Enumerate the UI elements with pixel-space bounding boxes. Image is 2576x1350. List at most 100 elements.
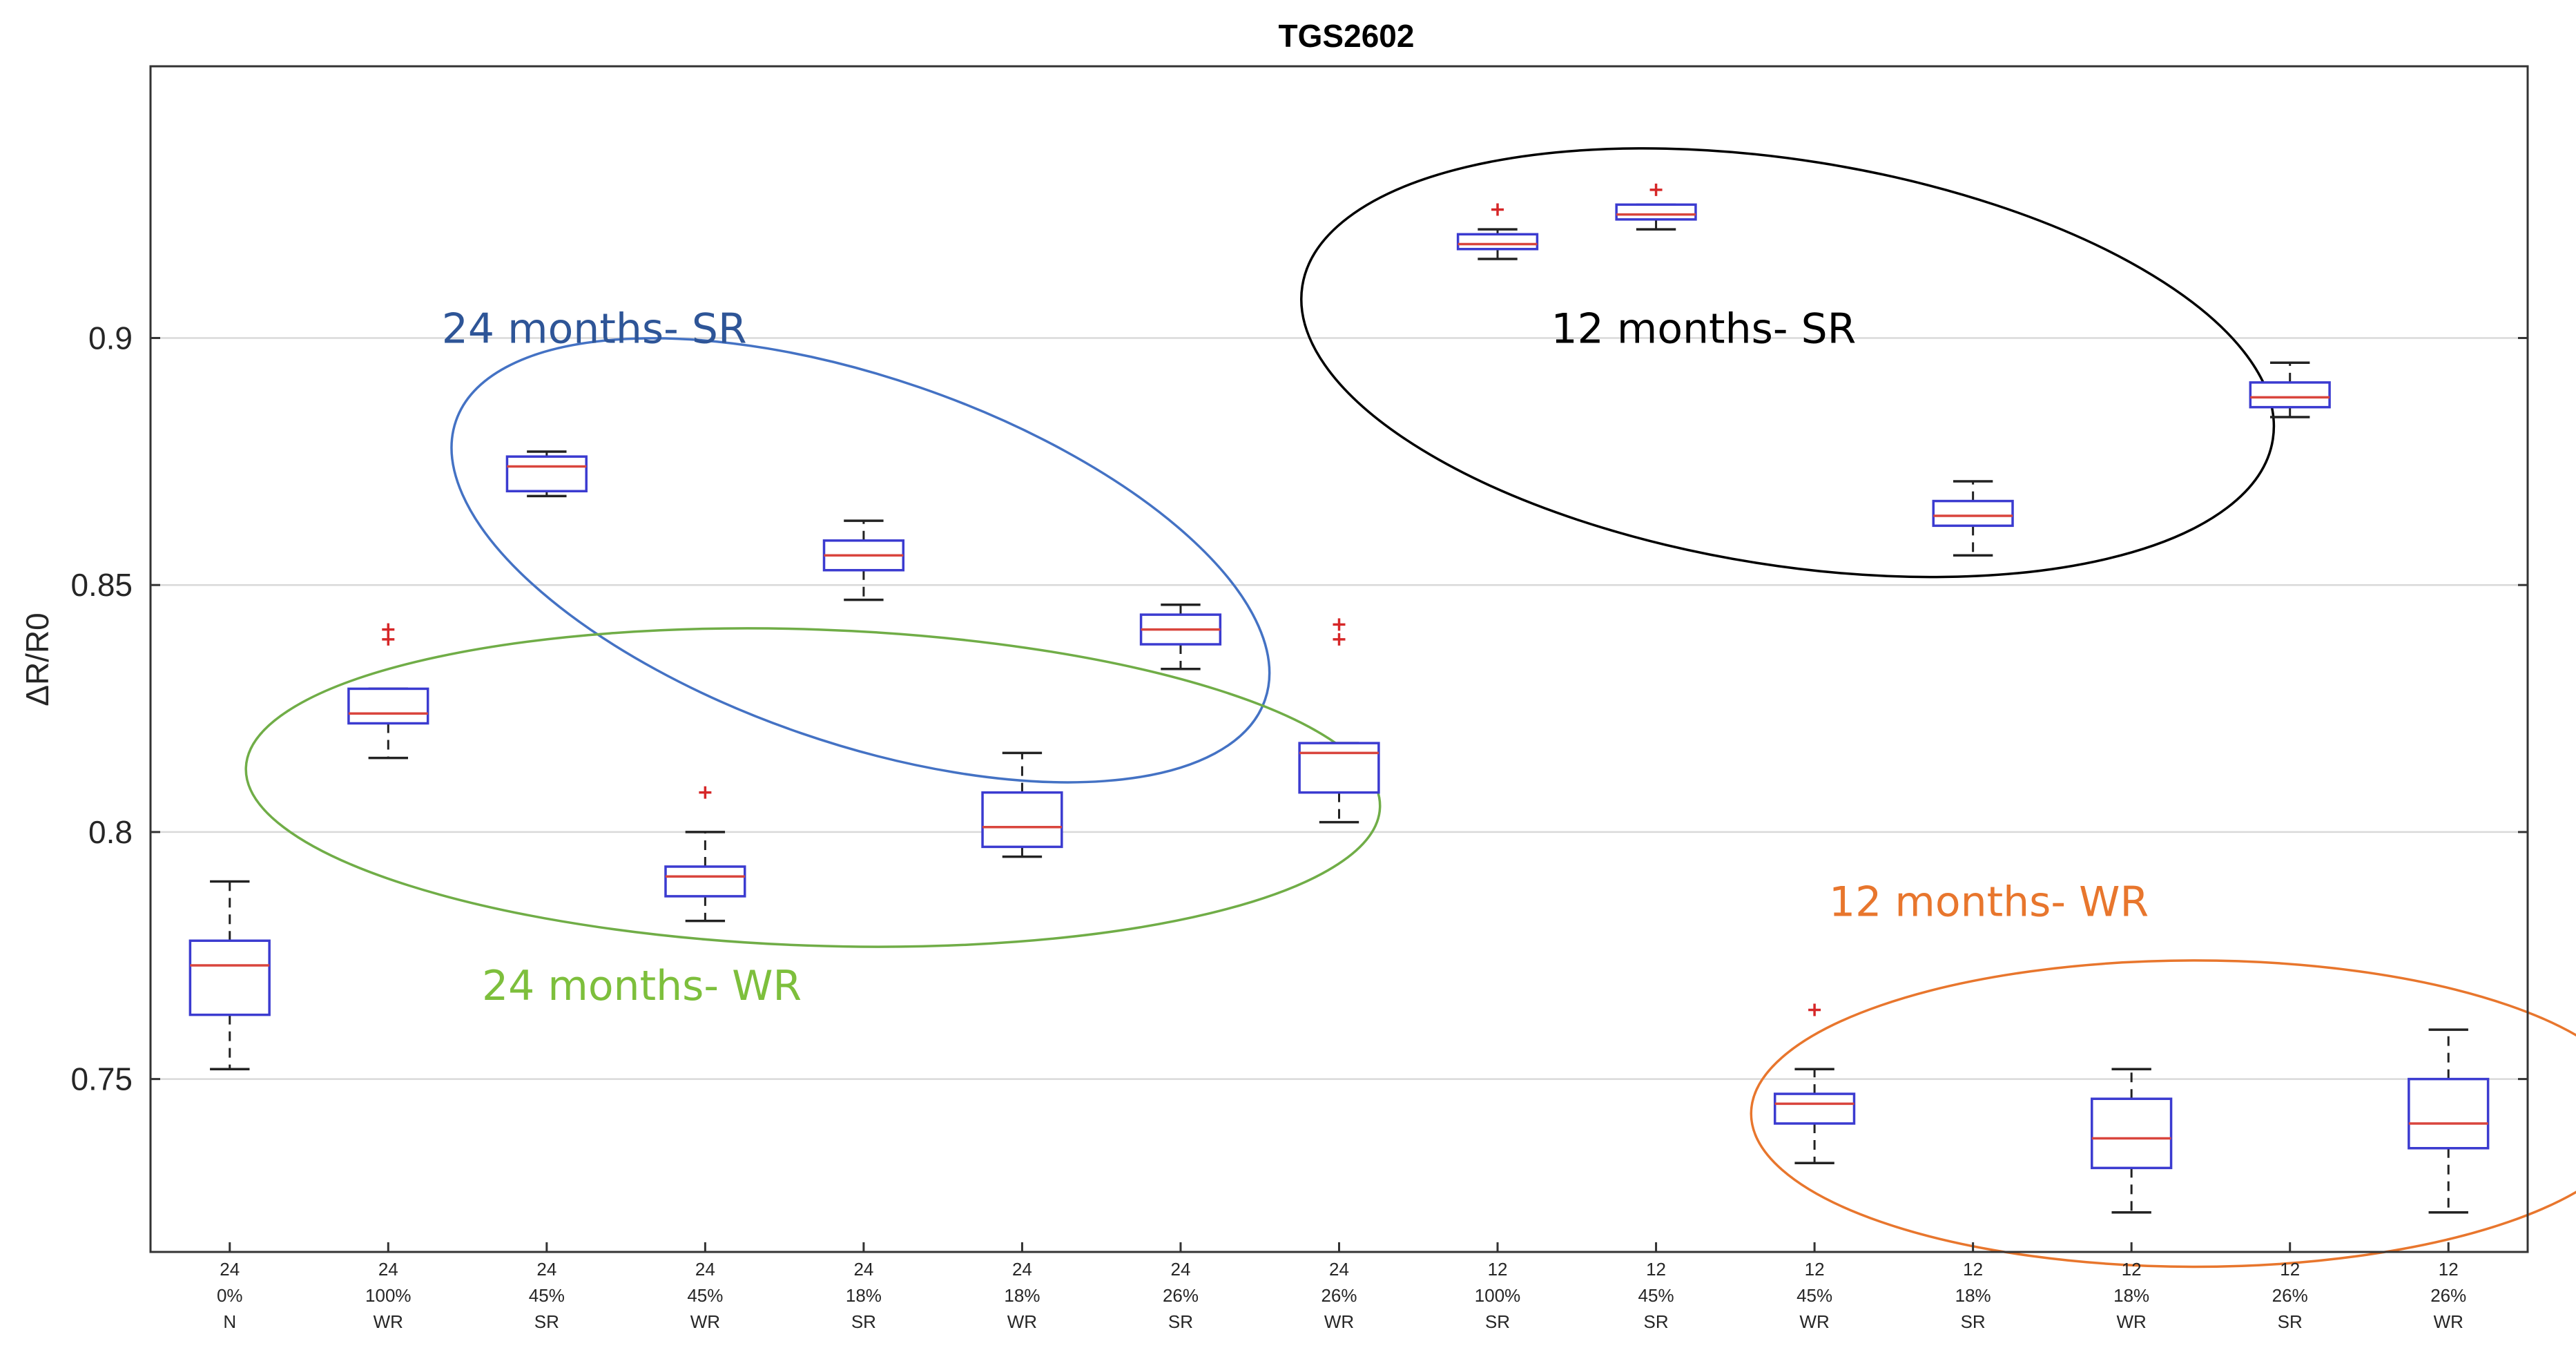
box-plots [188,183,2490,1214]
x-tick-label: 26% [1321,1285,1357,1306]
x-tick-label: 12 [1963,1259,1983,1280]
x-tick-label: WR [1799,1311,1829,1332]
x-tick-label: 100% [365,1285,411,1306]
x-tick-label: 18% [1955,1285,1991,1306]
x-tick-label: 45% [529,1285,565,1306]
group-annotation: 12 months- SR [1551,305,1856,354]
outlier-marker [1808,1003,1821,1016]
outlier-marker [1649,183,1663,196]
iqr-box [981,791,1063,849]
box-plot [1456,203,1539,260]
box-plot [822,519,905,601]
x-tick-label: SR [1961,1311,1986,1332]
outlier-marker [382,623,395,636]
x-tick-label: WR [2434,1311,2463,1332]
outlier-marker [1333,633,1346,646]
box-plot [2249,361,2331,418]
iqr-box [664,865,746,898]
group-annotation: 24 months- SR [442,305,747,354]
x-tick-label: 24 [1012,1259,1032,1280]
x-tick-label: 18% [2113,1285,2149,1306]
y-axis-label: ΔR/R0 [19,613,55,706]
x-tick-label: WR [374,1311,403,1332]
box-plot [1298,618,1380,824]
outlier-marker [1491,203,1504,216]
x-tick-label: 26% [1163,1285,1199,1306]
x-tick-label: WR [1007,1311,1037,1332]
x-tick-label: WR [1324,1311,1354,1332]
iqr-box [1298,742,1380,794]
iqr-box [1932,499,2014,528]
y-tick-label: 0.75 [70,1061,133,1097]
y-tick-label: 0.85 [70,567,133,603]
y-axis-ticks: 0.75 0.8 0.85 0.9 [70,320,2528,1097]
box-plot [505,450,588,498]
x-tick-label: 0% [217,1285,243,1306]
outlier-marker [699,786,712,799]
x-tick-label: SR [1644,1311,1669,1332]
outlier-marker [1333,618,1346,631]
box-plot [188,880,271,1071]
x-tick-label: 24 [220,1259,240,1280]
x-tick-label: 24 [1171,1259,1191,1280]
x-axis-ticks: 24 0% N 24 100% WR 24 45% SR 24 45% WR 24 18% SR 24 18% W… [217,1242,2466,1332]
x-tick-label: SR [2278,1311,2303,1332]
x-tick-label: SR [1485,1311,1510,1332]
group-annotation: 12 months- WR [1829,878,2149,927]
iqr-box [1773,1092,1856,1125]
iqr-box [188,939,271,1016]
x-tick-label: 18% [846,1285,882,1306]
box-plot [1773,1003,1856,1164]
x-tick-label: SR [534,1311,559,1332]
x-tick-label: 24 [853,1259,873,1280]
x-tick-label: WR [690,1311,720,1332]
x-tick-label: 12 [2439,1259,2459,1280]
iqr-box [505,455,588,493]
x-tick-label: 12 [2122,1259,2142,1280]
x-tick-label: 12 [1646,1259,1666,1280]
x-tick-label: 24 [536,1259,556,1280]
box-plot [1615,183,1697,231]
box-plot [981,751,1063,858]
chart-title: TGS2602 [1279,18,1415,54]
x-tick-label: 45% [1797,1285,1832,1306]
group-ellipse [450,337,1271,784]
group-annotation: 24 months- WR [482,962,802,1010]
x-tick-label: 12 [1805,1259,1825,1280]
y-tick-label: 0.9 [88,320,133,356]
box-plot [2408,1028,2490,1214]
x-tick-label: 12 [1488,1259,1508,1280]
x-tick-label: 45% [687,1285,723,1306]
box-plot [664,786,746,923]
x-tick-label: 24 [695,1259,715,1280]
x-tick-label: 26% [2272,1285,2308,1306]
x-tick-label: 26% [2430,1285,2466,1306]
annotations: 24 months- SR 12 months- SR 24 months- WR 1… [442,305,2149,1011]
y-tick-label: 0.8 [88,814,133,850]
group-ellipse [244,627,1382,948]
box-plot [2091,1068,2173,1214]
iqr-box [2408,1077,2490,1150]
box-plot [1139,604,1222,671]
group-ellipses [244,147,2576,1269]
x-tick-label: 18% [1004,1285,1040,1306]
x-tick-label: SR [1168,1311,1193,1332]
x-tick-label: 45% [1638,1285,1674,1306]
x-tick-label: 100% [1475,1285,1521,1306]
x-tick-label: SR [851,1311,876,1332]
x-tick-label: N [223,1311,236,1332]
axes-frame [149,65,2529,1253]
group-ellipse [1750,959,2576,1269]
iqr-box [347,687,429,725]
box-plot [347,623,429,760]
iqr-box [2249,381,2331,409]
group-ellipse [1300,147,2276,579]
iqr-box [1615,203,1697,221]
x-tick-label: 24 [378,1259,398,1280]
iqr-box [1456,233,1539,251]
iqr-box [2091,1097,2173,1170]
x-tick-label: WR [2117,1311,2147,1332]
box-plot [1932,480,2014,557]
x-tick-label: 24 [1329,1259,1349,1280]
